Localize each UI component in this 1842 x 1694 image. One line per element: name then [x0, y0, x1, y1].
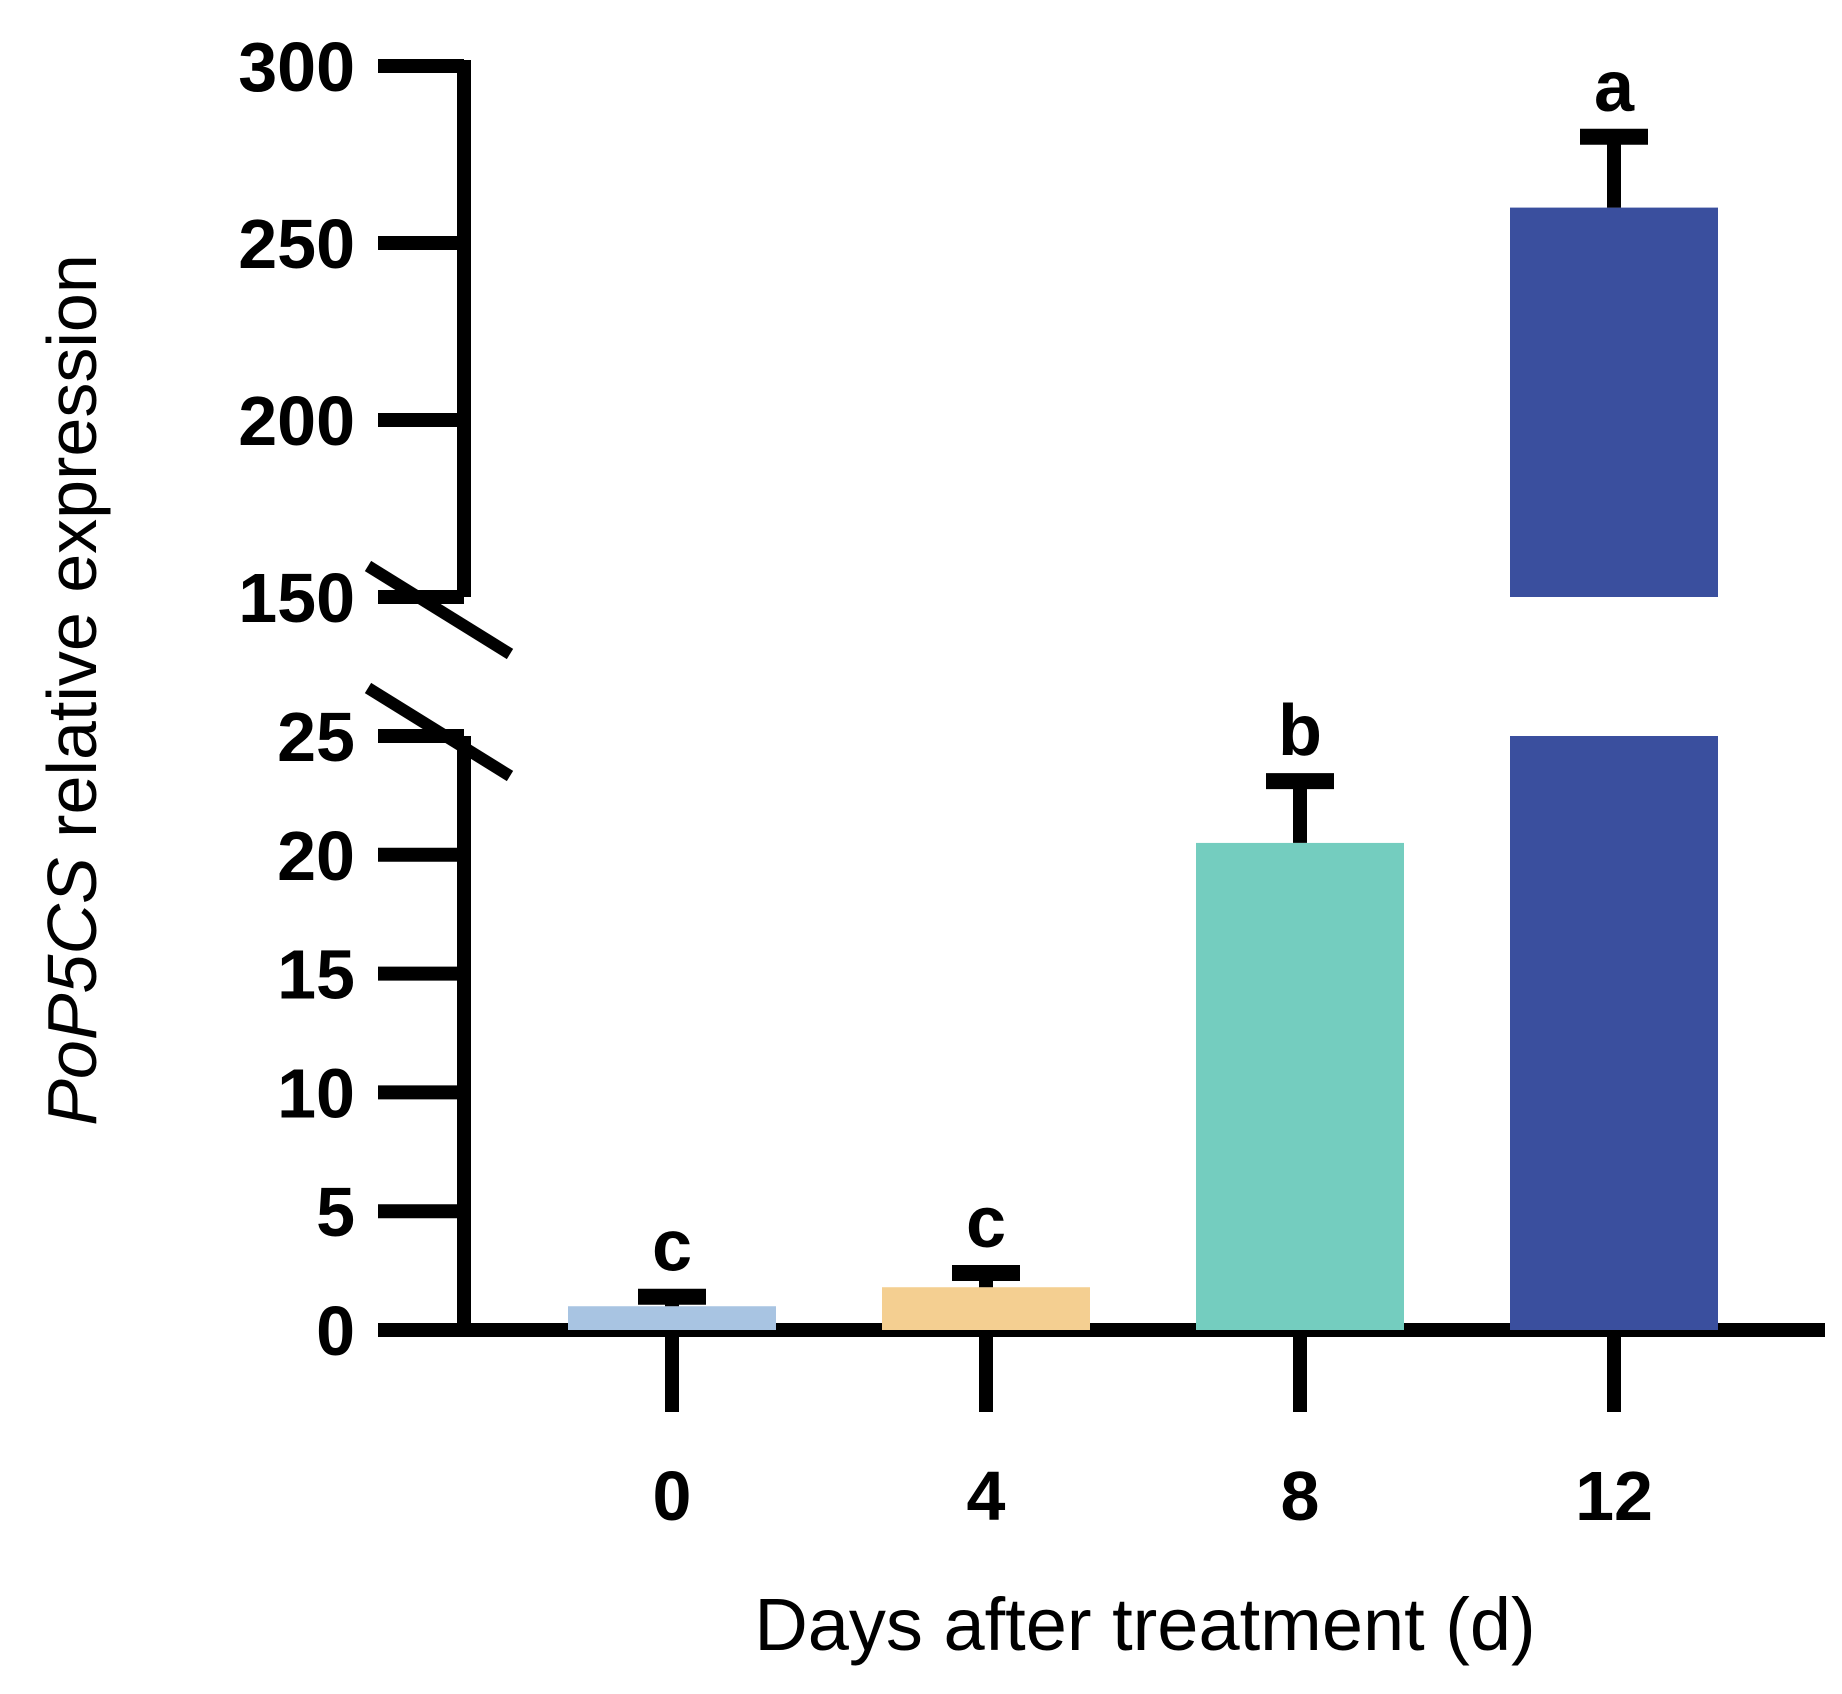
y-tick-label: 25: [277, 698, 355, 776]
significance-letter: c: [966, 1183, 1006, 1263]
axis-break-mark-upper: [364, 560, 514, 660]
x-tick-label: 12: [1575, 1457, 1653, 1535]
y-tick-label: 200: [238, 382, 355, 460]
y-tick-label: 15: [277, 936, 355, 1014]
y-tick-label: 5: [316, 1173, 355, 1251]
y-tick-label: 300: [238, 28, 355, 106]
bar-day-12-upper: [1510, 207, 1718, 597]
bar-day-0: [568, 1306, 776, 1330]
x-tick-label: 8: [1281, 1457, 1320, 1535]
significance-letter: b: [1278, 691, 1322, 771]
y-axis-title: PoP5CS relative expression: [33, 254, 111, 1126]
x-tick-label: 0: [653, 1457, 692, 1535]
bar-day-4: [882, 1287, 1090, 1330]
y-tick-label: 250: [238, 205, 355, 283]
bars: [568, 207, 1718, 1330]
x-tick-label: 4: [967, 1457, 1006, 1535]
y-axis-title-gene: PoP5CS: [33, 857, 111, 1125]
significance-letter: c: [652, 1207, 692, 1287]
significance-letter: a: [1594, 47, 1635, 127]
bar-day-12-lower: [1510, 736, 1718, 1330]
y-axis-title-rest: relative expression: [33, 254, 111, 857]
y-tick-label: 20: [277, 817, 355, 895]
error-bars: [638, 128, 1648, 1307]
y-tick-label: 150: [238, 559, 355, 637]
y-tick-label: 0: [316, 1292, 355, 1370]
bar-day-8: [1196, 842, 1404, 1330]
x-axis-title: Days after treatment (d): [754, 1583, 1535, 1666]
y-tick-label: 10: [277, 1054, 355, 1132]
